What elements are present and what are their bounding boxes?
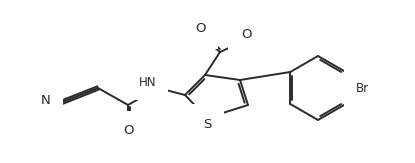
Text: O: O [123, 125, 133, 138]
Text: Br: Br [356, 82, 369, 95]
Text: N: N [40, 94, 50, 106]
Text: O: O [195, 22, 205, 36]
Text: HN: HN [139, 75, 156, 89]
Text: O: O [241, 28, 251, 40]
Text: S: S [203, 118, 211, 131]
